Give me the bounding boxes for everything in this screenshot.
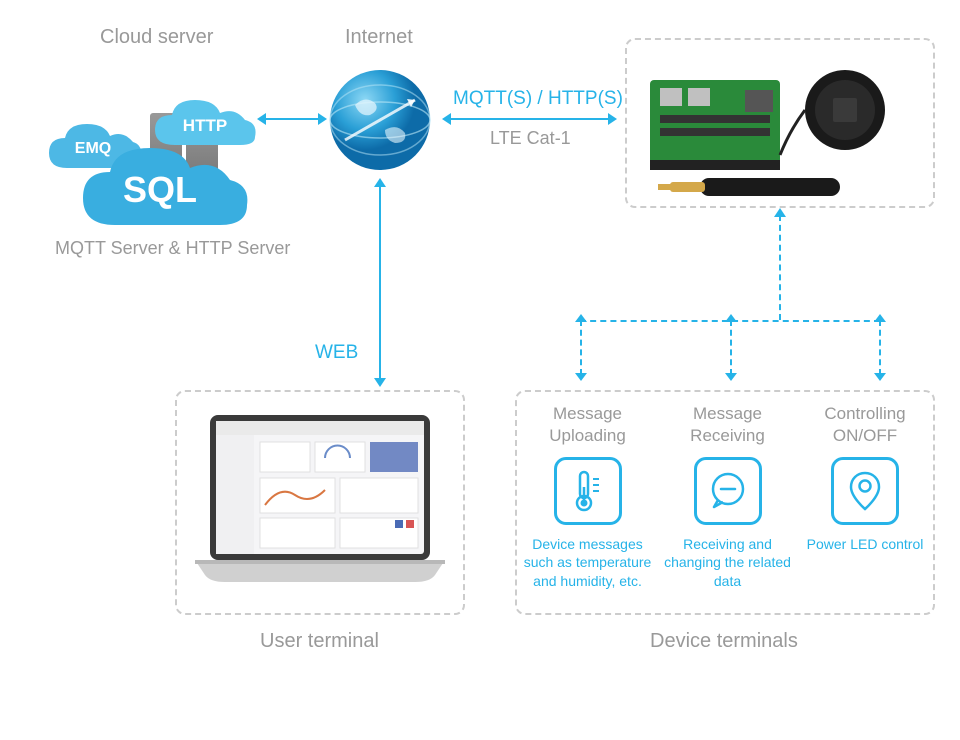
protocol-label: MQTT(S) / HTTP(S) bbox=[453, 88, 623, 110]
terminal-uploading: Message Uploading Device messages such a… bbox=[520, 403, 655, 590]
dashed-arrow-up1 bbox=[575, 314, 587, 322]
arrow-head-up1 bbox=[374, 178, 386, 187]
arrow-head-down1 bbox=[374, 378, 386, 387]
terminal-receiving: Message Receiving Receiving and changing… bbox=[660, 403, 795, 590]
thermometer-icon bbox=[554, 457, 622, 525]
svg-text:SQL: SQL bbox=[123, 169, 197, 210]
dashed-arrow-up2 bbox=[725, 314, 737, 322]
dashed-conn-v3 bbox=[879, 320, 881, 375]
terminal-desc-2: Power LED control bbox=[800, 535, 930, 553]
chat-icon bbox=[694, 457, 762, 525]
arrow-head-right2 bbox=[608, 113, 617, 125]
arrow-cloud-internet bbox=[265, 118, 320, 120]
terminal-desc-0: Device messages such as temperature and … bbox=[520, 535, 655, 590]
terminal-title-0: Message Uploading bbox=[520, 403, 655, 447]
arrow-internet-device bbox=[450, 118, 610, 120]
cloud-server-label: Cloud server bbox=[100, 26, 213, 49]
arrow-head-left1 bbox=[257, 113, 266, 125]
arrow-head-left2 bbox=[442, 113, 451, 125]
cloud-sql: SQL bbox=[75, 140, 255, 235]
mqtt-http-server-label: MQTT Server & HTTP Server bbox=[55, 238, 290, 259]
terminal-title-1: Message Receiving bbox=[660, 403, 795, 447]
terminal-title-2: Controlling ON/OFF bbox=[800, 403, 930, 447]
device-terminals-label: Device terminals bbox=[650, 630, 798, 653]
arrow-internet-laptop bbox=[379, 185, 381, 380]
laptop bbox=[190, 410, 450, 585]
terminal-controlling: Controlling ON/OFF Power LED control bbox=[800, 403, 930, 553]
globe-icon bbox=[325, 65, 435, 175]
cloud-cluster: HTTP EMQ SQL bbox=[55, 55, 255, 185]
dashed-arrow-down3 bbox=[874, 373, 886, 381]
user-terminal-label: User terminal bbox=[260, 630, 379, 653]
dashed-conn-v2 bbox=[730, 320, 732, 375]
dashed-arrow-up3 bbox=[874, 314, 886, 322]
arrow-head-right1 bbox=[318, 113, 327, 125]
pin-icon bbox=[831, 457, 899, 525]
web-label: WEB bbox=[315, 342, 358, 364]
dashed-arrow-down2 bbox=[725, 373, 737, 381]
dashed-arrow-up-main bbox=[774, 208, 786, 217]
dashed-conn-vert-main bbox=[779, 215, 781, 320]
device-board bbox=[640, 60, 920, 200]
svg-text:HTTP: HTTP bbox=[183, 116, 227, 135]
terminal-desc-1: Receiving and changing the related data bbox=[660, 535, 795, 590]
dashed-conn-v1 bbox=[580, 320, 582, 375]
dashed-arrow-down1 bbox=[575, 373, 587, 381]
internet-label: Internet bbox=[345, 26, 413, 49]
lte-label: LTE Cat-1 bbox=[490, 128, 571, 149]
